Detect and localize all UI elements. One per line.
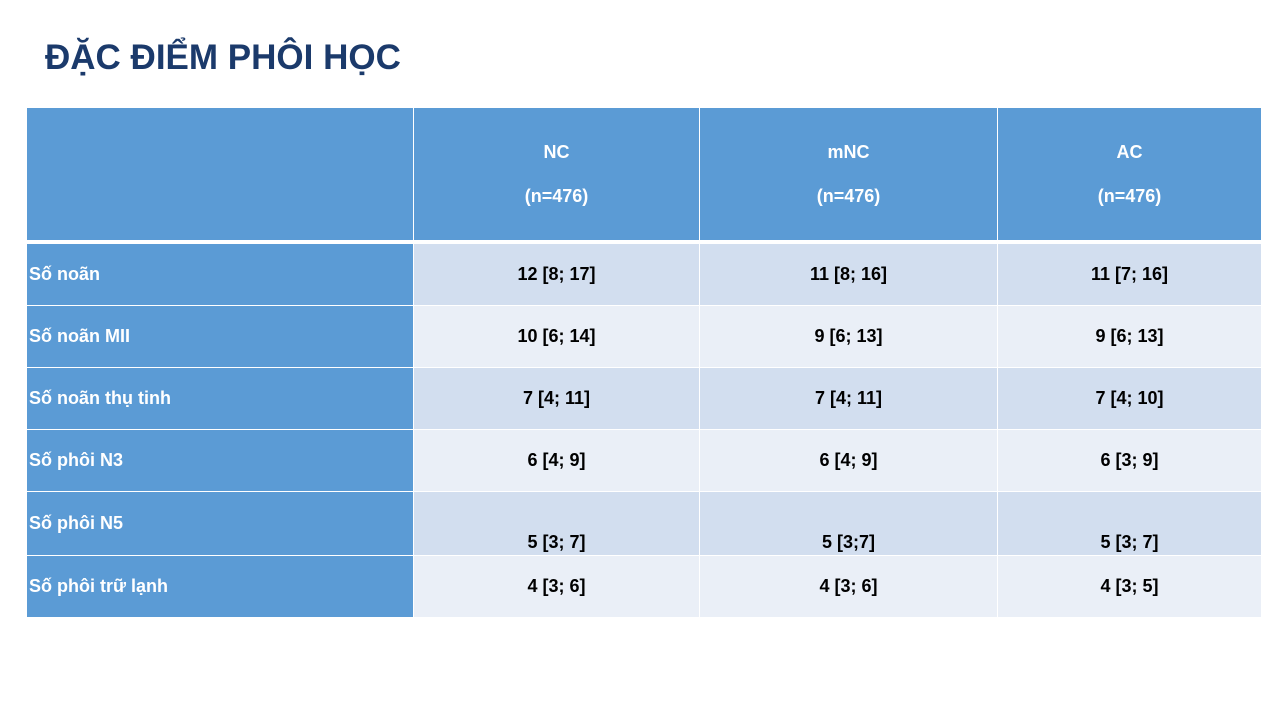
row-label: Số noãn thụ tinh xyxy=(26,367,414,430)
header-row: NC (n=476) mNC (n=476) AC (n=476) xyxy=(26,107,1262,244)
row-label: Số phôi N3 xyxy=(26,429,414,492)
table-cell: 7 [4; 10] xyxy=(997,367,1262,430)
table-cell: 4 [3; 5] xyxy=(997,555,1262,618)
table-cell: 11 [8; 16] xyxy=(699,241,998,306)
column-name: NC xyxy=(543,142,570,162)
table-cell: 9 [6; 13] xyxy=(997,305,1262,368)
table-cell: 5 [3; 7] xyxy=(413,491,700,556)
column-n: (n=476) xyxy=(1097,186,1162,206)
table-cell: 4 [3; 6] xyxy=(413,555,700,618)
row-label: Số phôi N5 xyxy=(26,491,414,556)
table-cell: 12 [8; 17] xyxy=(413,241,700,306)
table-cell: 6 [3; 9] xyxy=(997,429,1262,492)
column-n: (n=476) xyxy=(816,186,881,206)
table-row: Số phôi trữ lạnh 4 [3; 6] 4 [3; 6] 4 [3; 5] xyxy=(26,555,1262,618)
column-header: NC (n=476) xyxy=(413,107,700,244)
table-row: Số noãn MII 10 [6; 14] 9 [6; 13] 9 [6; 13] xyxy=(26,305,1262,368)
header-corner xyxy=(26,107,414,244)
table-cell: 11 [7; 16] xyxy=(997,241,1262,306)
column-name: AC xyxy=(1116,142,1143,162)
table-row: Số phôi N5 5 [3; 7] 5 [3;7] 5 [3; 7] xyxy=(26,491,1262,556)
table-row: Số noãn 12 [8; 17] 11 [8; 16] 11 [7; 16] xyxy=(26,241,1262,306)
table-cell: 6 [4; 9] xyxy=(413,429,700,492)
column-name: mNC xyxy=(827,142,870,162)
table-cell: 10 [6; 14] xyxy=(413,305,700,368)
row-label: Số noãn MII xyxy=(26,305,414,368)
row-label: Số noãn xyxy=(26,241,414,306)
table-cell: 7 [4; 11] xyxy=(413,367,700,430)
column-header: AC (n=476) xyxy=(997,107,1262,244)
table-cell: 9 [6; 13] xyxy=(699,305,998,368)
data-table: NC (n=476) mNC (n=476) AC (n=476) Số noãn 12 [… xyxy=(26,107,1262,618)
table-body: Số noãn 12 [8; 17] 11 [8; 16] 11 [7; 16] Số … xyxy=(26,241,1262,618)
table-header: NC (n=476) mNC (n=476) AC (n=476) xyxy=(26,107,1262,244)
row-label: Số phôi trữ lạnh xyxy=(26,555,414,618)
table-cell: 5 [3; 7] xyxy=(997,491,1262,556)
table-row: Số phôi N3 6 [4; 9] 6 [4; 9] 6 [3; 9] xyxy=(26,429,1262,492)
column-n: (n=476) xyxy=(524,186,589,206)
table-cell: 6 [4; 9] xyxy=(699,429,998,492)
slide-title: ĐẶC ĐIỂM PHÔI HỌC xyxy=(45,38,401,77)
table-cell: 5 [3;7] xyxy=(699,491,998,556)
table-cell: 4 [3; 6] xyxy=(699,555,998,618)
table-row: Số noãn thụ tinh 7 [4; 11] 7 [4; 11] 7 [4; … xyxy=(26,367,1262,430)
table-cell: 7 [4; 11] xyxy=(699,367,998,430)
column-header: mNC (n=476) xyxy=(699,107,998,244)
